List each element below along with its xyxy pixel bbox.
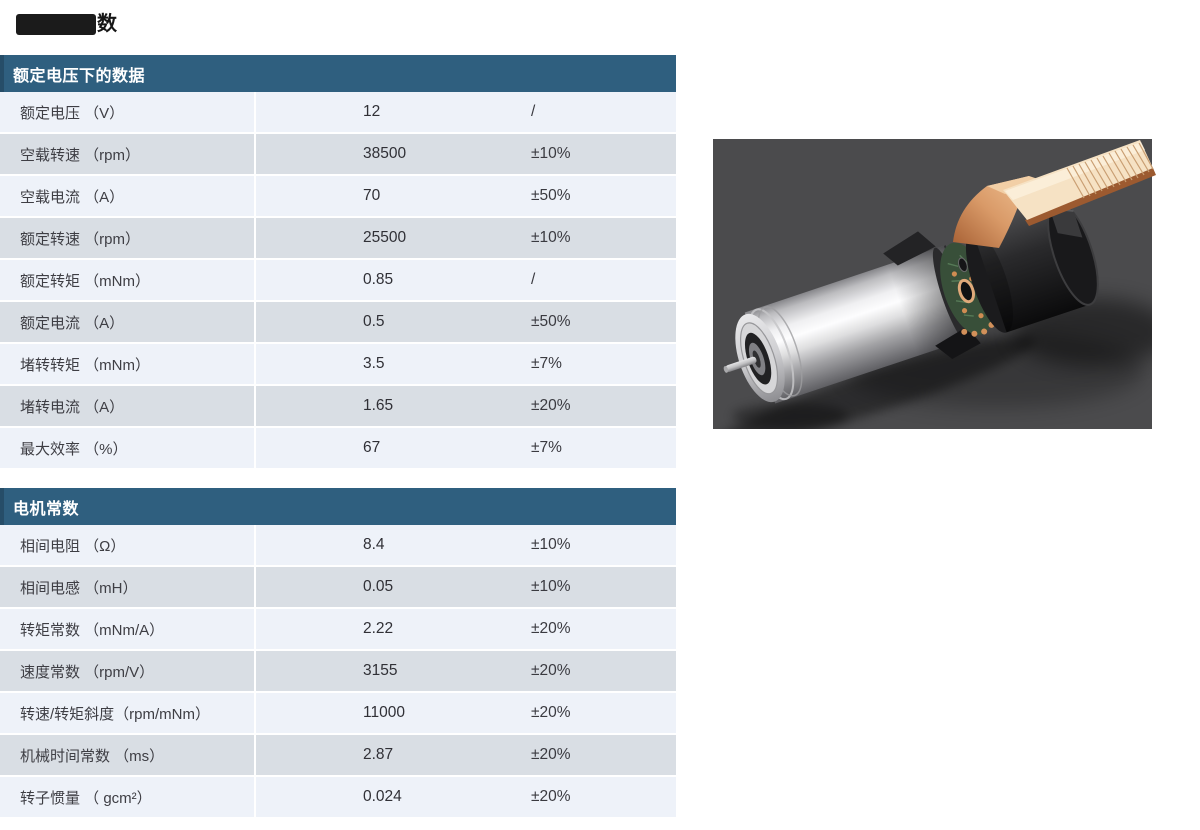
spec-label: 转矩常数 （mNm/A） [0, 609, 256, 649]
spec-values: 1.65 ±20% [256, 386, 676, 426]
spec-tolerance: ±10% [531, 536, 571, 553]
spec-tolerance: ±20% [531, 397, 571, 414]
fpc-ribbon [953, 140, 1156, 248]
spec-tolerance: ±10% [531, 229, 571, 246]
spec-tolerance: / [531, 103, 536, 120]
motor-body [723, 200, 1099, 404]
table-row: 空载电流 （A） 70 ±50% [0, 176, 676, 218]
redaction-box [16, 13, 96, 35]
spec-value: 3155 [363, 662, 398, 679]
spec-value: 0.85 [363, 271, 394, 288]
table-row: 额定转速 （rpm） 25500 ±10% [0, 218, 676, 260]
spec-values: 70 ±50% [256, 176, 676, 216]
table-row: 速度常数 （rpm/V） 3155 ±20% [0, 651, 676, 693]
spec-values: 8.4 ±10% [256, 525, 676, 565]
spec-label: 最大效率 （%） [0, 428, 256, 468]
spec-label: 空载电流 （A） [0, 176, 256, 216]
spec-values: 0.05 ±10% [256, 567, 676, 607]
rated-voltage-table: 额定电压下的数据 额定电压 （V） 12 / 空载转速 （rpm） 38500 … [0, 55, 676, 470]
spec-values: 3.5 ±7% [256, 344, 676, 384]
spec-label: 额定转速 （rpm） [0, 218, 256, 258]
spec-tolerance: ±7% [531, 439, 562, 456]
spec-value: 2.22 [363, 620, 394, 637]
spec-label: 堵转电流 （A） [0, 386, 256, 426]
spec-tolerance: ±20% [531, 620, 571, 637]
spec-tolerance: ±20% [531, 662, 571, 679]
table-row: 空载转速 （rpm） 38500 ±10% [0, 134, 676, 176]
spec-value: 0.024 [363, 788, 402, 805]
table-row: 额定转矩 （mNm） 0.85 / [0, 260, 676, 302]
product-tag-char: 数 [97, 12, 117, 35]
table-row: 堵转电流 （A） 1.65 ±20% [0, 386, 676, 428]
table-row: 最大效率 （%） 67 ±7% [0, 428, 676, 470]
spec-tolerance: / [531, 271, 536, 288]
spec-value: 1.65 [363, 397, 394, 414]
spec-value: 8.4 [363, 536, 385, 553]
table-row: 转子惯量 （ gcm²） 0.024 ±20% [0, 777, 676, 819]
table-title: 额定电压下的数据 [0, 55, 676, 92]
spec-values: 0.85 / [256, 260, 676, 300]
spec-values: 2.87 ±20% [256, 735, 676, 775]
spec-tolerance: ±20% [531, 788, 571, 805]
spec-label: 相间电感 （mH） [0, 567, 256, 607]
motor-constants-table: 电机常数 相间电阻 （Ω） 8.4 ±10% 相间电感 （mH） 0.05 ±1… [0, 488, 676, 819]
table-row: 相间电感 （mH） 0.05 ±10% [0, 567, 676, 609]
motor-pcb [940, 242, 995, 337]
spec-tolerance: ±50% [531, 313, 571, 330]
spec-value: 2.87 [363, 746, 394, 763]
table-row: 额定电压 （V） 12 / [0, 92, 676, 134]
spec-values: 2.22 ±20% [256, 609, 676, 649]
spec-value: 12 [363, 103, 381, 120]
spec-label: 额定电压 （V） [0, 92, 256, 132]
spec-value: 11000 [363, 704, 405, 721]
spec-value: 38500 [363, 145, 407, 162]
product-photo [695, 120, 1165, 432]
spec-tolerance: ±10% [531, 578, 571, 595]
spec-value: 3.5 [363, 355, 385, 372]
table-row: 相间电阻 （Ω） 8.4 ±10% [0, 525, 676, 567]
spec-label: 相间电阻 （Ω） [0, 525, 256, 565]
spec-value: 67 [363, 439, 381, 456]
spec-label: 堵转转矩 （mNm） [0, 344, 256, 384]
spec-values: 25500 ±10% [256, 218, 676, 258]
spec-tolerance: ±50% [531, 187, 571, 204]
motor-shaft [725, 356, 757, 372]
spec-tolerance: ±20% [531, 746, 571, 763]
spec-values: 11000 ±20% [256, 693, 676, 733]
table-row: 转矩常数 （mNm/A） 2.22 ±20% [0, 609, 676, 651]
spec-value: 0.05 [363, 578, 394, 595]
spec-values: 67 ±7% [256, 428, 676, 468]
spec-tolerance: ±20% [531, 704, 571, 721]
spec-label: 空载转速 （rpm） [0, 134, 256, 174]
spec-values: 0.5 ±50% [256, 302, 676, 342]
spec-value: 70 [363, 187, 381, 204]
motor-photo-illustration [713, 139, 1156, 429]
spec-values: 0.024 ±20% [256, 777, 676, 817]
product-tag: 数 [16, 12, 117, 36]
spec-label: 转子惯量 （ gcm²） [0, 777, 256, 817]
table-row: 转速/转矩斜度（rpm/mNm） 11000 ±20% [0, 693, 676, 735]
spec-label: 机械时间常数 （ms） [0, 735, 256, 775]
motor-clamp [883, 231, 936, 266]
spec-label: 额定电流 （A） [0, 302, 256, 342]
spec-label: 额定转矩 （mNm） [0, 260, 256, 300]
spec-values: 3155 ±20% [256, 651, 676, 691]
spec-label: 转速/转矩斜度（rpm/mNm） [0, 693, 256, 733]
spec-values: 38500 ±10% [256, 134, 676, 174]
spec-value: 25500 [363, 229, 407, 246]
ribbon-connector-fingers [1066, 142, 1154, 199]
spec-values: 12 / [256, 92, 676, 132]
spec-label: 速度常数 （rpm/V） [0, 651, 256, 691]
spec-value: 0.5 [363, 313, 385, 330]
table-row: 堵转转矩 （mNm） 3.5 ±7% [0, 344, 676, 386]
table-row: 额定电流 （A） 0.5 ±50% [0, 302, 676, 344]
table-row: 机械时间常数 （ms） 2.87 ±20% [0, 735, 676, 777]
spec-tolerance: ±10% [531, 145, 571, 162]
table-title: 电机常数 [0, 488, 676, 525]
spec-tolerance: ±7% [531, 355, 562, 372]
